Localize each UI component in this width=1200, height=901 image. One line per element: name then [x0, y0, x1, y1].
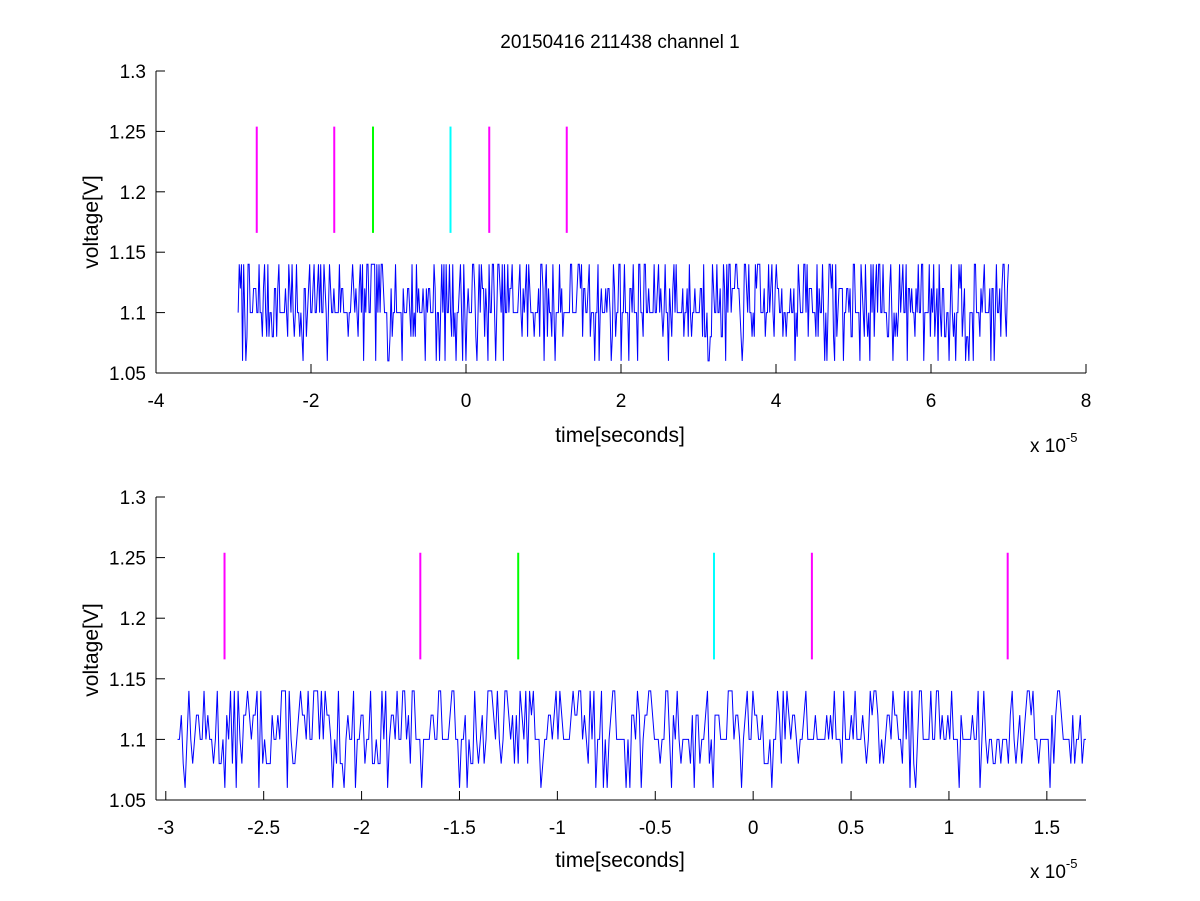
- x-tick-label-bottom: -1.5: [443, 818, 476, 839]
- x-tick-label-top: 2: [616, 391, 627, 412]
- y-tick-label-top: 1.25: [109, 122, 146, 143]
- y-tick-label-top: 1.05: [109, 364, 146, 385]
- axes-bottom: [155, 497, 1086, 801]
- y-tick-label-top: 1.15: [109, 243, 146, 264]
- y-tick-label-bottom: 1.3: [120, 488, 146, 509]
- y-tick-label-bottom: 1.1: [120, 730, 146, 751]
- x-exponent-top: x 10-5: [1030, 430, 1077, 457]
- y-tick-label-bottom: 1.2: [120, 609, 146, 630]
- signal-line-top: [237, 263, 1009, 362]
- chart-title: 20150416 211438 channel 1: [500, 32, 740, 53]
- x-tick-label-bottom: -0.5: [639, 818, 672, 839]
- x-tick-label-top: -4: [148, 391, 165, 412]
- x-tick-label-top: -2: [303, 391, 320, 412]
- y-tick-label-bottom: 1.25: [109, 549, 146, 570]
- x-tick-label-bottom: 0.5: [838, 818, 864, 839]
- x-exponent-bottom: x 10-5: [1030, 856, 1077, 883]
- x-tick-label-top: 6: [926, 391, 937, 412]
- y-tick-label-top: 1.1: [120, 304, 146, 325]
- ticks-bottom: -3 -2.5 -2 -1.5 -1 -0.5 0 0.5 1 1.5 1.05 1.1 1.15 1.2…: [109, 488, 1060, 839]
- x-axis-label-bottom: time[seconds]: [555, 849, 685, 872]
- x-exponent-base-top: x 10: [1030, 436, 1066, 457]
- y-tick-label-top: 1.2: [120, 183, 146, 204]
- event-markers-bottom: [223, 552, 1009, 660]
- x-tick-label-bottom: -1: [549, 818, 566, 839]
- x-tick-label-bottom: 0: [748, 818, 759, 839]
- x-exponent-power-top: -5: [1066, 430, 1078, 445]
- x-tick-label-top: 8: [1081, 391, 1092, 412]
- signal-trace-top: [237, 263, 1009, 362]
- y-tick-label-bottom: 1.05: [109, 791, 146, 812]
- y-tick-label-bottom: 1.15: [109, 670, 146, 691]
- x-tick-label-bottom: -2: [353, 818, 370, 839]
- event-markers-top: [255, 126, 568, 233]
- x-exponent-power-bottom: -5: [1066, 856, 1078, 871]
- x-tick-label-top: 4: [771, 391, 782, 412]
- x-tick-label-top: 0: [461, 391, 472, 412]
- ticks-top: -4 -2 0 2 4 6 8 1.05 1.1 1.15 1.2 1.25 1.3: [109, 62, 1091, 412]
- subplot-bottom: -3 -2.5 -2 -1.5 -1 -0.5 0 0.5 1 1.5 1.05 1.1 1.15 1.2…: [80, 488, 1086, 883]
- subplot-top: -4 -2 0 2 4 6 8 1.05 1.1 1.15 1.2 1.25 1.3 time[seco…: [80, 62, 1091, 457]
- signal-line-bottom: [177, 690, 1086, 788]
- y-tick-label-top: 1.3: [120, 62, 146, 83]
- x-tick-label-bottom: 1.5: [1034, 818, 1060, 839]
- x-exponent-base-bottom: x 10: [1030, 862, 1066, 883]
- signal-trace-bottom: [177, 690, 1086, 788]
- y-axis-label-top: voltage[V]: [80, 175, 103, 268]
- x-tick-label-bottom: -3: [157, 818, 174, 839]
- x-axis-label-top: time[seconds]: [555, 424, 685, 447]
- x-tick-label-bottom: 1: [944, 818, 955, 839]
- x-tick-label-bottom: -2.5: [247, 818, 280, 839]
- y-axis-label-bottom: voltage[V]: [80, 603, 103, 696]
